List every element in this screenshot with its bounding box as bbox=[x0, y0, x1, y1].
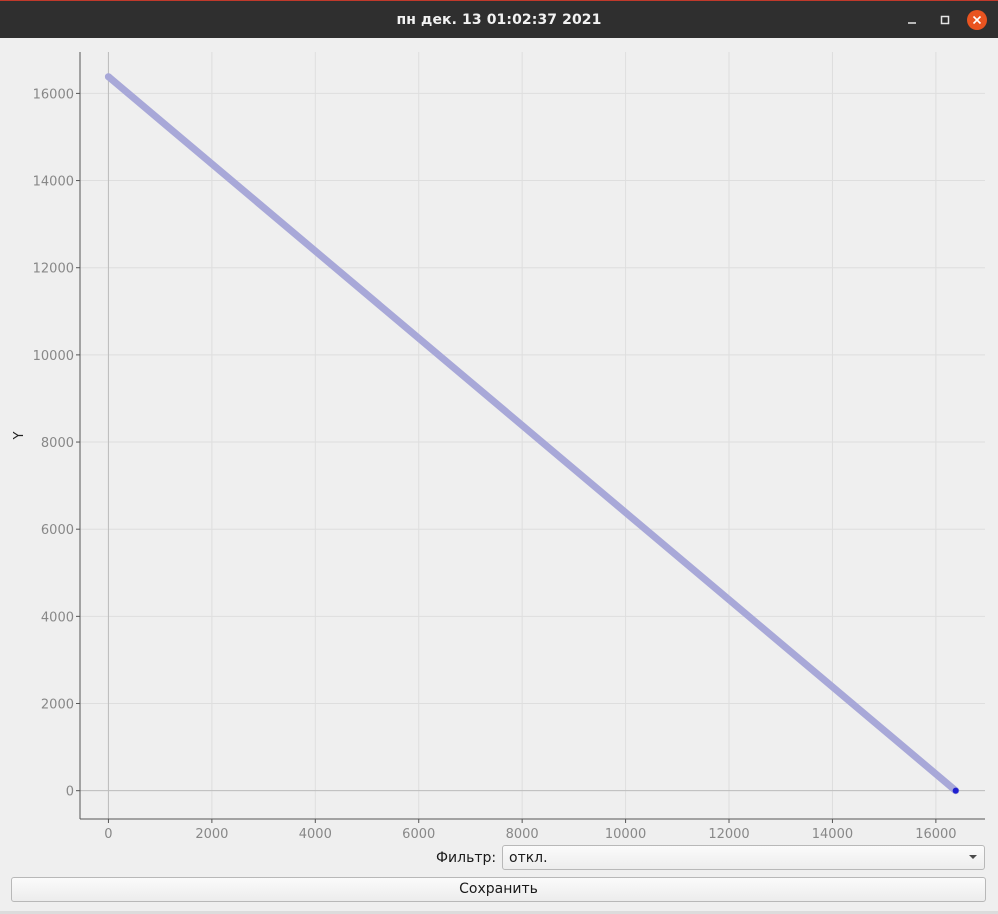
highlight-point bbox=[952, 787, 959, 794]
x-tick-label: 8000 bbox=[506, 827, 539, 842]
x-tick-label: 16000 bbox=[915, 827, 956, 842]
x-tick-label: 4000 bbox=[299, 827, 332, 842]
y-tick-label: 16000 bbox=[33, 87, 74, 102]
filter-row: Фильтр: откл. bbox=[0, 845, 998, 871]
scatter-point bbox=[104, 73, 112, 81]
x-tick-label: 2000 bbox=[195, 827, 228, 842]
save-button[interactable]: Сохранить bbox=[11, 877, 986, 902]
y-tick-label: 0 bbox=[66, 785, 74, 800]
y-axis-label: Y bbox=[12, 431, 27, 440]
minimize-button[interactable] bbox=[902, 10, 922, 30]
close-button[interactable] bbox=[967, 10, 987, 30]
title-bar[interactable]: пн дек. 13 01:02:37 2021 bbox=[0, 0, 998, 38]
scatter-plot[interactable]: 0 2000 4000 6000 8000 10000 12000 14000 16000 0 20… bbox=[0, 38, 998, 844]
y-tick-label: 10000 bbox=[33, 349, 74, 364]
chevron-down-icon bbox=[969, 855, 977, 859]
scatter-series bbox=[104, 73, 960, 795]
y-tick-label: 8000 bbox=[41, 436, 74, 451]
minimize-icon bbox=[908, 22, 916, 24]
close-icon bbox=[967, 10, 987, 30]
maximize-button[interactable] bbox=[935, 10, 955, 30]
y-tick-label: 12000 bbox=[33, 262, 74, 277]
filter-label: Фильтр: bbox=[436, 850, 497, 866]
plot-area[interactable]: 0 2000 4000 6000 8000 10000 12000 14000 16000 0 20… bbox=[0, 38, 998, 844]
x-tick-label: 14000 bbox=[812, 827, 853, 842]
x-tick-label: 12000 bbox=[708, 827, 749, 842]
maximize-icon bbox=[940, 15, 950, 25]
x-tick-label: 10000 bbox=[605, 827, 646, 842]
y-tick-label: 4000 bbox=[41, 610, 74, 625]
x-tick-label: 0 bbox=[104, 827, 112, 842]
window-bottom-edge bbox=[0, 911, 998, 914]
filter-select[interactable]: откл. bbox=[502, 845, 985, 870]
y-tick-label: 6000 bbox=[41, 523, 74, 538]
window-title: пн дек. 13 01:02:37 2021 bbox=[396, 12, 602, 28]
y-tick-label: 14000 bbox=[33, 175, 74, 190]
x-tick-label: 6000 bbox=[402, 827, 435, 842]
filter-select-value: откл. bbox=[509, 850, 548, 866]
y-tick-label: 2000 bbox=[41, 698, 74, 713]
